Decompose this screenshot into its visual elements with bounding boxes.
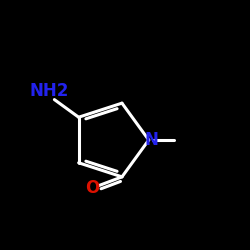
Text: NH2: NH2 — [30, 82, 69, 100]
Text: N: N — [144, 131, 158, 149]
Text: O: O — [85, 179, 99, 197]
